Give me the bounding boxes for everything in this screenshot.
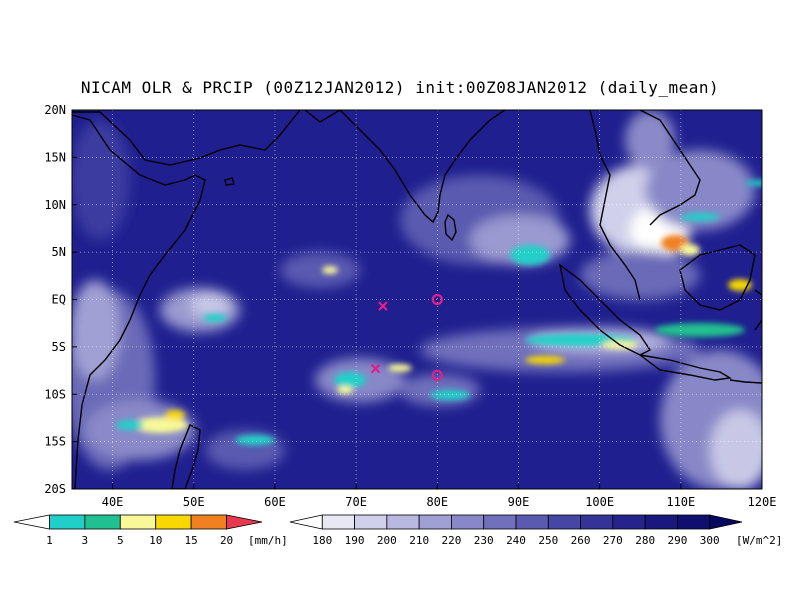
y-tick-label: EQ [52,293,66,307]
arabia-coastline [72,110,301,166]
marker-stroke [378,301,388,311]
colorbar-segment [644,514,678,530]
colorbar-max-arrow [226,514,263,530]
java [639,354,733,381]
burma-thailand-coast [589,110,641,301]
y-tick-label: 20S [44,482,66,496]
colorbar-label: 250 [538,534,558,547]
sri-lanka [444,213,457,242]
colorbar-segment [119,514,157,530]
marker-stroke [370,363,381,374]
precip-patches [116,180,762,445]
arabia-north-coast [304,110,341,123]
colorbar-unit: [W/m^2] [736,534,782,547]
y-tick-label: 5S [52,340,66,354]
india-coastline [339,110,506,224]
x-tick-label: 120E [748,495,777,509]
colorbar-label: 240 [506,534,526,547]
colorbar-label: 15 [185,534,198,547]
y-tick-label: 20N [44,103,66,117]
colorbar-max-arrow [709,514,743,530]
coastlines [72,110,762,489]
colorbar-segment [515,514,549,530]
africa-coastline [72,114,206,489]
indochina-coast [639,110,701,226]
y-axis-ticks: 20N 15N 10N 5N EQ 5S 10S 15S 20S [44,103,77,496]
colorbar-label: 230 [474,534,494,547]
y-tick-label: 15N [44,150,66,164]
colorbar-segment [155,514,192,530]
colorbar-unit: [mm/h] [248,534,288,547]
borneo [679,244,756,311]
storm-marker-circle [431,369,443,381]
lake [224,177,235,186]
colorbar-segment [84,514,121,530]
colorbar-label: 190 [345,534,365,547]
x-tick-label: 50E [183,495,205,509]
colorbar-label: 270 [603,534,623,547]
y-tick-label: 10S [44,387,66,401]
storm-marker-circle [431,293,443,306]
colorbar-label: 3 [82,534,89,547]
colorbar-segment [580,514,614,530]
precip-colorbar: 1 3 5 10 15 20 [mm/h] [13,514,288,547]
colorbar-segment [612,514,646,530]
x-tick-label: 110E [666,495,695,509]
y-tick-label: 10N [44,198,66,212]
colorbar-segment [354,514,388,530]
colorbar-label: 280 [635,534,655,547]
colorbar-segment [418,514,452,530]
x-tick-label: 70E [345,495,367,509]
map-plot-area [72,110,762,489]
x-tick-label: 60E [264,495,286,509]
sulawesi [754,289,762,331]
colorbar-label: 300 [700,534,720,547]
colorbar-segment [321,514,355,530]
y-tick-label: 15S [44,435,66,449]
storm-marker-x [370,363,381,374]
colorbar-segment [386,514,420,530]
colorbar-segment [451,514,485,530]
olr-colorbar: 180 190 200 210 220 230 240 250 260 270 280 290 300 [… [289,514,782,547]
y-tick-label: 5N [52,245,66,259]
colorbar-label: 290 [667,534,687,547]
lesser-sunda [729,379,762,384]
colorbar-segment [677,514,711,530]
storm-marker-x [378,301,388,311]
x-axis-ticks: 40E 50E 60E 70E 80E 90E 100E 110E 120E [102,484,777,509]
x-tick-label: 90E [508,495,530,509]
colorbar-segment [547,514,581,530]
x-tick-label: 80E [426,495,448,509]
colorbar-label: 20 [220,534,233,547]
storm-markers [370,293,443,381]
map-title: NICAM OLR & PRCIP (00Z12JAN2012) init:00… [80,78,720,97]
colorbar-label: 5 [117,534,124,547]
colorbar-segment [49,514,86,530]
colorbar-label: 200 [377,534,397,547]
x-tick-label: 40E [102,495,124,509]
colorbar-label: 180 [312,534,332,547]
madagascar [171,424,201,489]
colorbar-label: 220 [441,534,461,547]
colorbar-segment [190,514,227,530]
colorbar-min-arrow [13,514,50,530]
colorbar-label: 210 [409,534,429,547]
colorbar-label: 260 [571,534,591,547]
sumatra [558,263,652,356]
colorbar-label: 1 [46,534,53,547]
colorbar-segment [483,514,517,530]
colorbar-min-arrow [289,514,323,530]
map-grid [72,110,762,489]
x-tick-label: 100E [585,495,614,509]
colorbar-label: 10 [149,534,162,547]
